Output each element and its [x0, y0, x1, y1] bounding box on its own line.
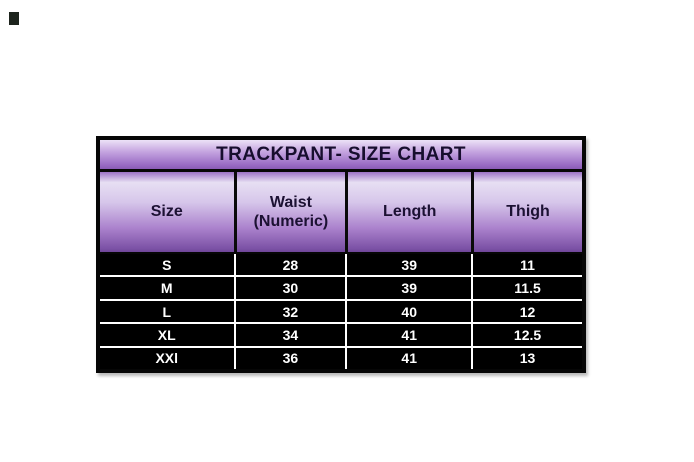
cell-waist: 30	[233, 277, 346, 299]
cell-size: S	[100, 254, 234, 276]
cell-length: 39	[345, 277, 472, 299]
cell-thigh: 11	[471, 254, 582, 276]
cell-waist: 32	[233, 300, 346, 323]
chart-title: TRACKPANT- SIZE CHART	[216, 143, 466, 165]
cell-size: XXl	[100, 347, 234, 370]
header-cell-size: Size	[100, 172, 234, 252]
cell-size: XL	[100, 324, 234, 346]
table-row-xxl: XXl 36 41 13	[100, 345, 582, 370]
cell-length: 40	[345, 300, 472, 323]
table-row-l: L 32 40 12	[100, 298, 582, 323]
size-chart-table: TRACKPANT- SIZE CHART Size Waist (Numeri…	[96, 136, 586, 373]
table-header-row: Size Waist (Numeric) Length Thigh	[100, 172, 582, 254]
cell-waist: 34	[233, 324, 346, 346]
cell-length: 39	[345, 254, 472, 276]
header-cell-waist: Waist (Numeric)	[233, 172, 346, 252]
cell-thigh: 12	[471, 300, 582, 323]
cell-thigh: 11.5	[471, 277, 582, 299]
chart-title-bar: TRACKPANT- SIZE CHART	[100, 140, 582, 172]
cell-size: M	[100, 277, 234, 299]
cell-size: L	[100, 300, 234, 323]
cell-thigh: 12.5	[471, 324, 582, 346]
table-row-xl: XL 34 41 12.5	[100, 322, 582, 346]
cell-waist: 36	[233, 347, 346, 370]
header-cell-length: Length	[345, 172, 472, 252]
table-row-m: M 30 39 11.5	[100, 275, 582, 299]
corner-artifact-mark	[9, 12, 19, 25]
cell-thigh: 13	[471, 347, 582, 370]
table-body: S 28 39 11 M 30 39 11.5 L 32 40 12 XL 34…	[100, 254, 582, 370]
header-cell-thigh: Thigh	[471, 172, 582, 252]
cell-length: 41	[345, 347, 472, 370]
cell-length: 41	[345, 324, 472, 346]
table-row-s: S 28 39 11	[100, 254, 582, 276]
cell-waist: 28	[233, 254, 346, 276]
